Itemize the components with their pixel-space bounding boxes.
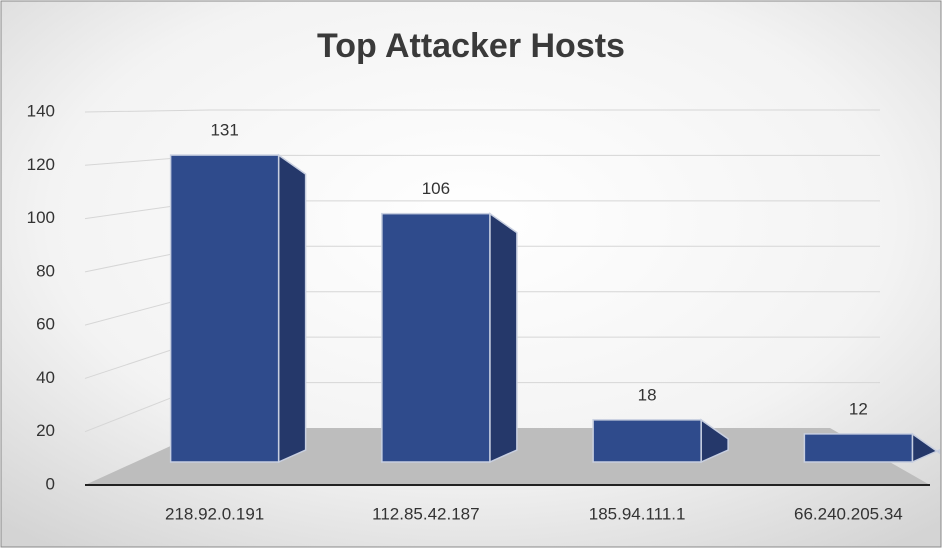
bar [381, 212, 491, 463]
x-tick-label: 112.85.42.187 [372, 504, 479, 523]
grid-line [84, 109, 880, 113]
x-tick-label: 185.94.111.1 [589, 504, 686, 523]
bar [592, 419, 702, 463]
bar [803, 433, 914, 463]
y-tick-label: 40 [36, 368, 55, 387]
data-label: 131 [210, 121, 238, 140]
y-tick-label: 80 [36, 261, 55, 280]
data-label: 18 [638, 385, 657, 404]
y-tick-label: 100 [27, 208, 55, 227]
y-tick-label: 140 [27, 101, 55, 120]
bar [169, 154, 280, 463]
y-tick-label: 120 [27, 155, 55, 174]
x-tick-label: 218.92.0.191 [165, 504, 264, 523]
chart-title: Top Attacker Hosts [317, 27, 625, 65]
y-tick-label: 60 [36, 315, 55, 334]
x-tick-label: 66.240.205.34 [794, 504, 903, 523]
data-label: 106 [422, 179, 450, 198]
bar-side [489, 212, 518, 464]
y-tick-label: 0 [46, 474, 55, 493]
data-label: 12 [849, 399, 868, 418]
bar-side [277, 153, 307, 464]
y-tick-label: 20 [36, 421, 55, 440]
